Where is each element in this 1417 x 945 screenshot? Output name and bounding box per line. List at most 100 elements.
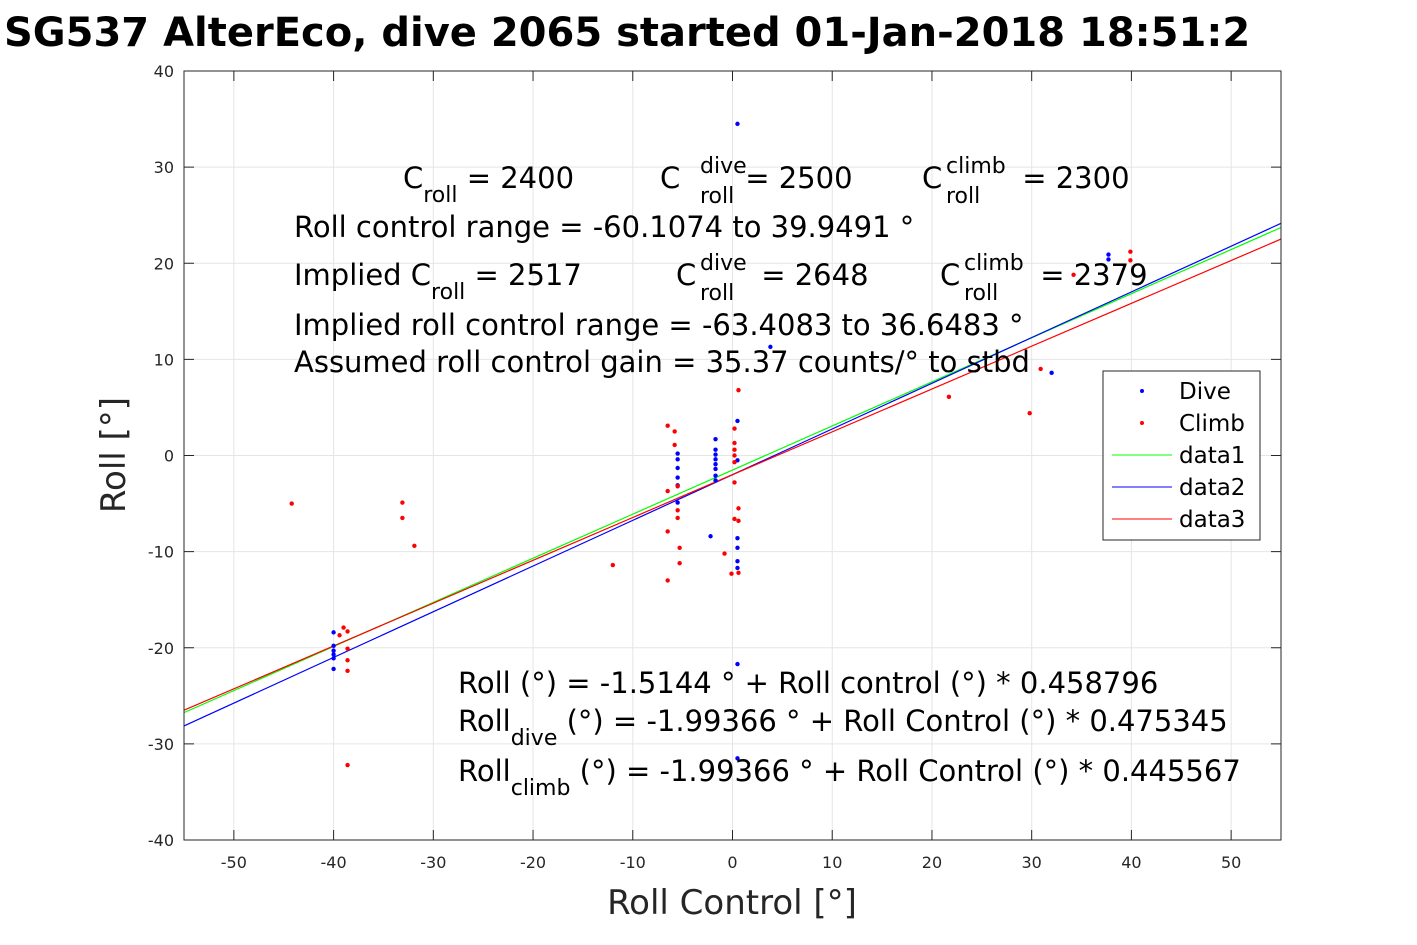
point-climb <box>672 442 677 448</box>
point-dive <box>713 457 718 462</box>
point-climb <box>736 570 741 575</box>
annotation-c-roll-climb: Crollclimb = 2300 <box>922 154 1130 209</box>
point-climb <box>675 515 680 521</box>
x-tick-label: -40 <box>321 853 347 872</box>
point-climb <box>1128 258 1133 263</box>
point-climb <box>675 484 680 489</box>
point-climb <box>1027 411 1032 416</box>
legend: Dive Climb data1 data2 data3 <box>1102 370 1261 541</box>
x-tick-label: -20 <box>520 853 546 872</box>
legend-label-dive: Dive <box>1179 379 1231 405</box>
point-dive <box>735 661 740 667</box>
point-climb <box>677 545 682 550</box>
data-points <box>289 121 1133 768</box>
point-climb <box>732 426 737 431</box>
point-climb <box>672 429 677 434</box>
y-tick-label: 0 <box>164 447 174 466</box>
annotation-implied-c-roll: Implied Croll = 2517 <box>294 258 582 305</box>
point-dive <box>1106 252 1111 257</box>
x-tick-label: -30 <box>420 853 446 872</box>
annotation-fit-climb: Rollclimb (°) = -1.99366 ° + Roll Contro… <box>458 754 1241 801</box>
legend-label-data1: data1 <box>1179 443 1245 469</box>
point-climb <box>665 529 670 534</box>
point-climb <box>665 578 670 583</box>
annotation-fit: Roll (°) = -1.5144 ° + Roll control (°) … <box>458 666 1158 700</box>
x-tick-label: 10 <box>822 853 842 872</box>
point-climb <box>610 562 616 568</box>
point-dive <box>735 545 740 550</box>
point-dive <box>675 465 680 471</box>
point-dive <box>331 643 336 649</box>
x-tick-label: 40 <box>1121 853 1141 872</box>
point-dive <box>1106 257 1111 262</box>
y-tick-label: 10 <box>154 350 174 369</box>
point-climb <box>736 387 741 393</box>
point-climb <box>732 516 737 522</box>
point-dive <box>331 652 336 657</box>
point-climb <box>345 658 350 663</box>
x-tick-label: 0 <box>727 853 737 872</box>
y-axis-label: Roll [°] <box>94 397 134 513</box>
annotation-implied-c-roll-dive: Crolldive = 2648 <box>676 251 869 306</box>
point-climb <box>400 515 405 521</box>
point-dive <box>713 447 718 452</box>
y-tick-label: -30 <box>148 735 174 754</box>
point-climb <box>1071 272 1076 277</box>
point-climb <box>341 625 346 630</box>
point-climb <box>732 480 737 485</box>
point-climb <box>665 423 670 428</box>
point-climb <box>1128 249 1133 254</box>
legend-label-data2: data2 <box>1179 475 1245 501</box>
point-dive <box>675 475 680 480</box>
point-dive <box>768 344 773 350</box>
point-climb <box>722 551 727 556</box>
x-tick-label: -10 <box>620 853 646 872</box>
x-tick-label: 30 <box>1022 853 1042 872</box>
y-tick-label: 30 <box>154 158 174 177</box>
point-dive <box>1049 370 1054 376</box>
point-dive <box>735 565 740 571</box>
point-dive <box>735 535 740 541</box>
point-climb <box>729 571 734 576</box>
point-dive <box>713 466 718 472</box>
x-tick-label: 20 <box>922 853 942 872</box>
point-climb <box>345 668 350 674</box>
annotation-gain: Assumed roll control gain = 35.37 counts… <box>294 345 1030 379</box>
point-climb <box>732 453 737 458</box>
point-climb <box>665 488 670 494</box>
y-tick-label: 20 <box>154 254 174 273</box>
point-dive <box>675 451 680 456</box>
point-dive <box>713 473 718 478</box>
y-tick-label: -40 <box>148 831 174 850</box>
point-climb <box>345 762 350 768</box>
point-dive <box>735 418 740 424</box>
point-climb <box>732 440 737 446</box>
point-climb <box>732 447 737 452</box>
point-climb <box>1038 366 1043 372</box>
fit-lines <box>183 222 1282 727</box>
point-climb <box>736 518 741 524</box>
point-dive <box>331 656 336 661</box>
point-climb <box>345 629 350 634</box>
point-dive <box>675 500 680 505</box>
annotation-fit-dive: Rolldive (°) = -1.99366 ° + Roll Control… <box>458 704 1228 751</box>
point-climb <box>337 633 342 638</box>
annotation-c-roll: Croll = 2400 <box>403 161 574 208</box>
legend-marker-dive <box>1140 389 1144 393</box>
legend-marker-climb <box>1140 421 1144 425</box>
y-tick-label: 40 <box>154 62 174 81</box>
x-axis-label: Roll Control [°] <box>607 883 857 923</box>
y-tick-label: -20 <box>148 639 174 658</box>
point-dive <box>713 436 718 442</box>
point-dive <box>713 461 718 467</box>
point-climb <box>289 501 294 506</box>
point-climb <box>400 500 405 505</box>
axis-ticks: -50 -40 -30 -20 -10 0 10 20 30 40 50 -40 -30 -20 -10 0 1… <box>148 62 1281 872</box>
legend-label-data3: data3 <box>1179 507 1245 533</box>
chart-title: SG537 AlterEco, dive 2065 started 01-Jan… <box>4 10 1250 56</box>
point-dive <box>331 666 336 672</box>
point-climb <box>732 460 737 465</box>
point-climb <box>412 543 417 549</box>
annotation-implied-c-roll-climb: Crollclimb = 2379 <box>940 251 1148 306</box>
